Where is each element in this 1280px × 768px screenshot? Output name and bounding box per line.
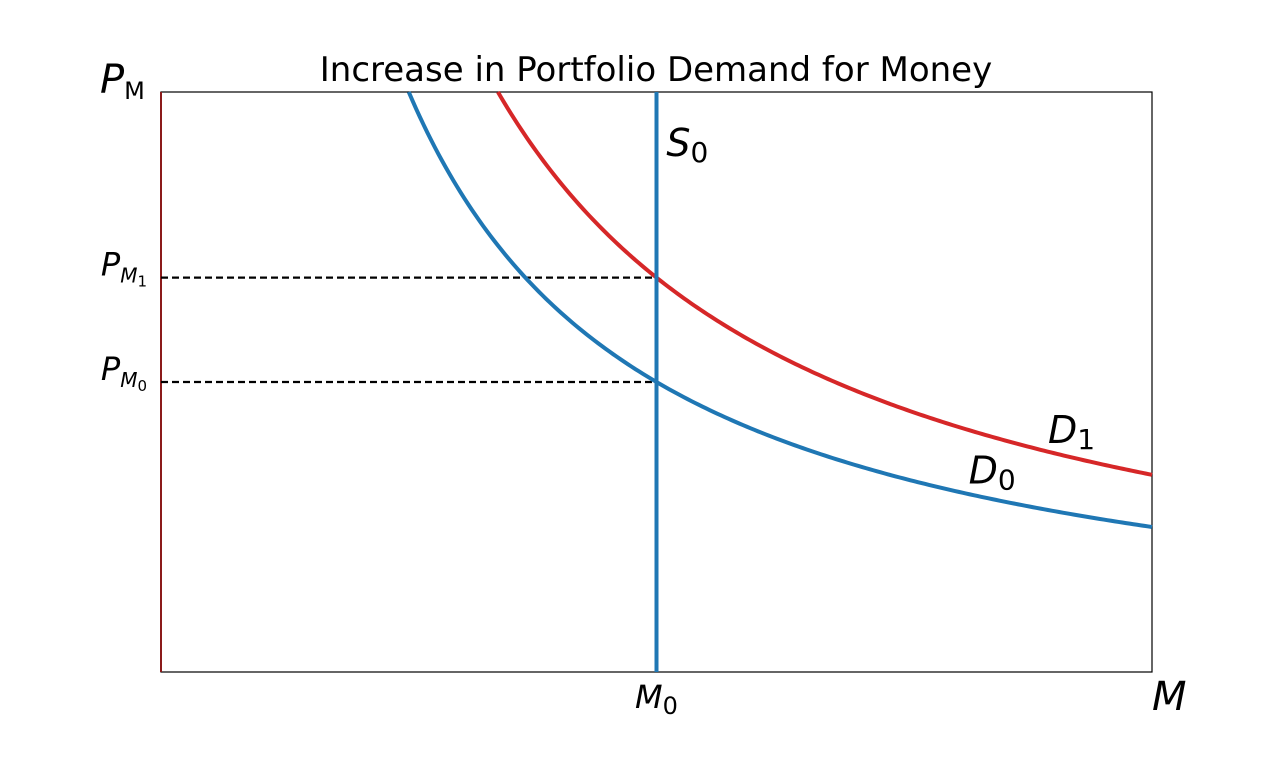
supply-label-main: S <box>666 121 690 165</box>
x-tick-main: M <box>635 678 663 716</box>
demand-label-d1: D1 <box>1048 408 1095 456</box>
y-tick1-subsub: 1 <box>137 273 147 291</box>
demand-curve-d1 <box>496 90 1153 477</box>
y-tick-label-pm1: PM1 <box>101 246 147 291</box>
y-tick0-subsub: 0 <box>137 377 147 395</box>
x-tick-label-m0: M0 <box>635 678 678 720</box>
x-axis-label: M <box>1152 674 1187 720</box>
y-tick-label-pm0: PM0 <box>101 350 147 395</box>
y-axis-label-main: P <box>100 57 125 103</box>
d0-label-main: D <box>969 449 998 493</box>
supply-label-sub: 0 <box>691 136 709 169</box>
d0-label-sub: 0 <box>998 464 1016 497</box>
demand-label-d0: D0 <box>969 449 1016 497</box>
d1-label-main: D <box>1048 408 1077 452</box>
y-axis-label: PM <box>100 57 145 105</box>
x-tick-sub: 0 <box>663 692 678 720</box>
demand-curve-d0 <box>406 91 1153 529</box>
chart-title: Increase in Portfolio Demand for Money <box>320 50 992 90</box>
d1-label-sub: 1 <box>1077 423 1095 456</box>
supply-label-s0: S0 <box>666 121 708 169</box>
y-tick1-main: P <box>101 246 121 284</box>
y-tick0-sub: M <box>120 368 137 392</box>
y-tick1-sub: M <box>120 264 137 288</box>
y-tick0-main: P <box>101 350 121 388</box>
y-axis-label-sub: M <box>124 77 145 105</box>
